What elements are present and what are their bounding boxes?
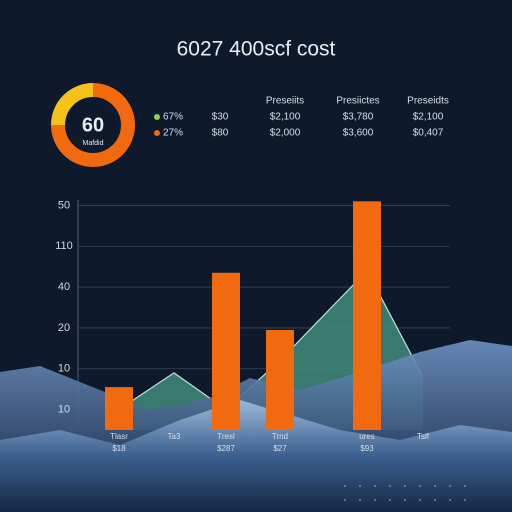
table-cell: $0,407 [413, 128, 444, 139]
x-tick-label: Tslf [417, 432, 430, 441]
table-cell: $3,780 [343, 112, 374, 123]
y-tick-label: 50 [58, 199, 70, 211]
bar [105, 387, 133, 430]
table-header: Presiictes [336, 96, 379, 107]
table-cell: $2,000 [270, 128, 301, 139]
table-header: Preseiits [266, 96, 304, 107]
legend-percent: 27% [163, 128, 183, 139]
donut [51, 83, 135, 167]
x-tick-label: Trnd [272, 432, 288, 441]
x-sublabel: $287 [217, 444, 235, 453]
y-tick-label: 20 [58, 322, 70, 334]
x-tick-label: ures [359, 432, 375, 441]
bar [266, 329, 294, 430]
donut-label: Mafdid [82, 140, 103, 147]
chart-title: 6027 400scf cost [177, 38, 336, 61]
table-cell: $2,100 [270, 112, 301, 123]
legend-percent: 67% [163, 112, 183, 123]
mountain-front [0, 400, 512, 512]
donut-segment [51, 83, 135, 167]
bar [212, 272, 240, 430]
x-tick-label: Ta3 [168, 432, 181, 441]
y-tick-label: 40 [58, 281, 70, 293]
dot-pattern [344, 485, 466, 501]
legend-table: 67% $30 27% $80 Preseiits Presiictes Preseidts… [154, 96, 449, 139]
label-layer: 10 10 20 40 110 50 Tlasr $18 Ta3 Tresl $287 Trnd $27… [55, 199, 430, 453]
x-sublabel: $93 [360, 444, 374, 453]
table-cell: $3,600 [343, 128, 374, 139]
table-header: Preseidts [407, 96, 449, 107]
y-tick-label: 110 [55, 240, 73, 252]
y-tick-label: 10 [58, 363, 70, 375]
legend-amount: $30 [212, 112, 229, 123]
y-tick-label: 10 [58, 403, 70, 415]
x-sublabel: $18 [112, 444, 126, 453]
x-sublabel: $27 [273, 444, 287, 453]
legend-amount: $80 [212, 128, 229, 139]
x-tick-label: Tlasr [110, 432, 128, 441]
donut-segment [51, 83, 94, 126]
x-tick-label: Tresl [217, 432, 235, 441]
table-cell: $2,100 [413, 112, 444, 123]
bar [353, 201, 381, 430]
legend-marker [154, 114, 160, 120]
legend-marker [154, 130, 160, 136]
bar-layer [105, 201, 381, 430]
donut-center: 60 [82, 114, 104, 136]
